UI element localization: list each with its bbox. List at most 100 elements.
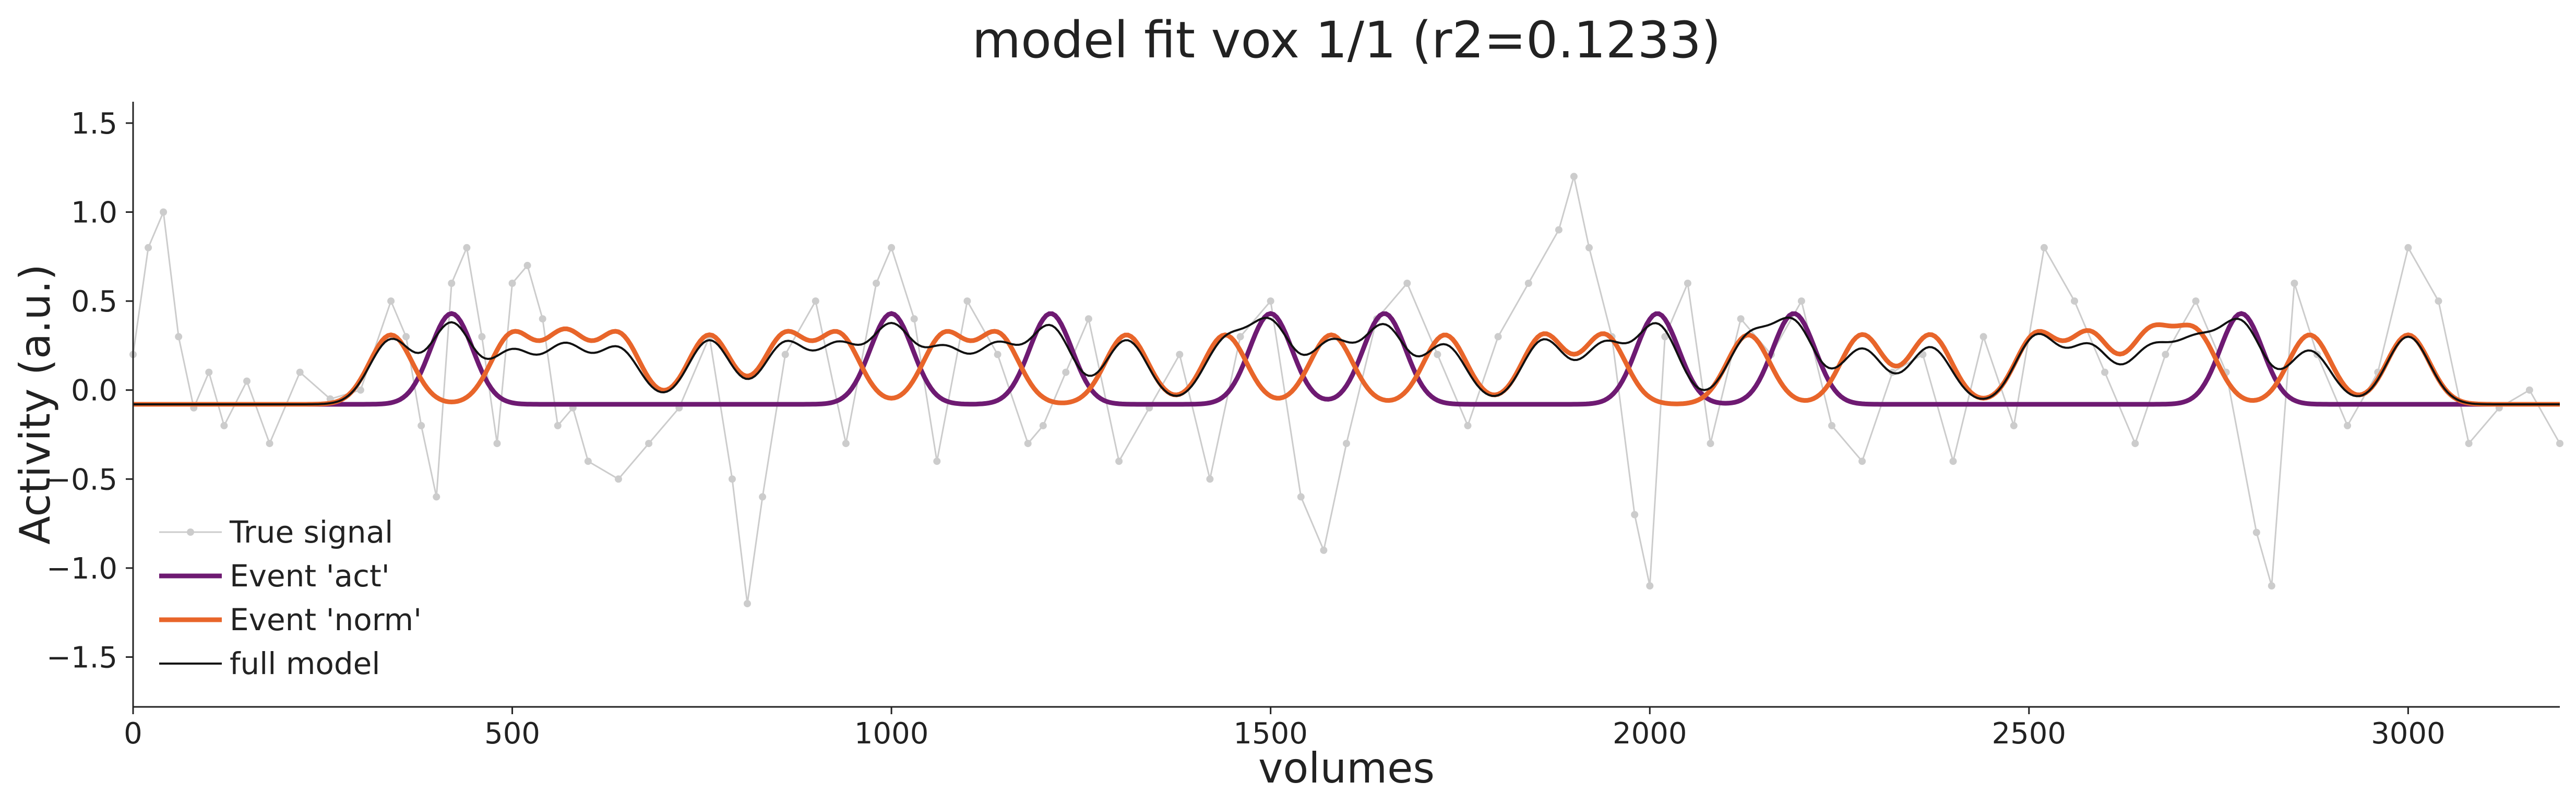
true-signal-point [2010,422,2018,429]
legend-label: full model [230,646,380,681]
true-signal-point [994,351,1001,358]
legend-marker [187,528,194,536]
true-signal-point [759,493,767,501]
y-tick-label: −1.5 [46,641,117,675]
true-signal-point [356,386,364,394]
true-signal-point [1320,546,1328,554]
x-tick-label: 1500 [1233,717,1308,751]
true-signal-point [1661,333,1669,341]
y-axis-label: Activity (a.u.) [11,264,59,545]
true-signal-point [1858,458,1866,465]
true-signal-point [2040,244,2048,251]
true-signal-point [1464,422,1472,429]
true-signal-point [478,333,486,341]
true-signal-point [508,280,516,287]
true-signal-point [1737,315,1745,323]
true-signal-point [2192,297,2200,305]
true-signal-point [175,333,183,341]
x-ticks: 0 500 1000 1500 2000 2500 3000 [124,707,2446,751]
true-signal-point [2101,368,2109,376]
true-signal-point [812,297,819,305]
true-signal-point [1236,333,1244,341]
true-signal-point [2268,582,2275,590]
true-signal-point [1585,244,1593,251]
true-signal-point [615,475,622,483]
legend: True signal Event 'act' Event 'norm' full m… [159,514,422,681]
true-signal-point [1707,440,1714,448]
true-signal-point [1949,458,1957,465]
true-signal-point [842,440,850,448]
true-signal-point [1039,422,1047,429]
true-signal-point [463,244,471,251]
true-signal-point [220,422,228,429]
x-tick-label: 1000 [854,717,929,751]
y-tick-label: 0.0 [71,374,117,408]
series-line-2 [133,322,2560,407]
true-signal-point [1555,226,1563,234]
true-signal-point [296,368,304,376]
true-signal-point [2162,351,2169,358]
true-signal-point [1062,368,1070,376]
true-signal-point [1797,297,1805,305]
true-signal-point [2252,528,2260,536]
true-signal-point [145,244,152,251]
true-signal-point [2291,280,2298,287]
true-signal-point [1084,315,1092,323]
true-signal-point [2344,422,2352,429]
legend-label: Event 'act' [230,558,390,594]
true-signal-point [1297,493,1305,501]
series-layer [129,173,2563,608]
true-signal-point [266,440,273,448]
y-tick-label: 0.5 [71,285,117,319]
true-signal-point [402,333,410,341]
true-signal-point [1570,173,1578,181]
y-ticks: −1.5 −1.0 −0.5 0.0 0.5 1.0 1.5 [46,107,133,675]
x-axis-label: volumes [1258,744,1435,792]
true-signal-point [910,315,918,323]
true-signal-point [933,458,941,465]
true-signal-point [873,280,880,287]
chart-title: model fit vox 1/1 (r2=0.1233) [972,11,1721,69]
true-signal-point [205,368,213,376]
true-signal-point [1646,582,1654,590]
true-signal-point [963,297,971,305]
true-signal-point [1267,297,1274,305]
true-signal-point [2435,297,2442,305]
true-signal-point [1343,440,1350,448]
true-signal-point [1403,280,1411,287]
true-signal-point [1684,280,1691,287]
true-signal-point [523,261,531,269]
y-tick-label: −0.5 [46,463,117,497]
true-signal-point [160,208,168,216]
true-signal-point [243,377,251,385]
series-true-signal-line [132,176,2561,604]
true-signal-point [645,440,653,448]
legend-label: True signal [229,514,393,550]
true-signal-point [387,297,395,305]
y-tick-label: 1.5 [71,107,117,141]
true-signal-point [2525,386,2533,394]
true-signal-point [1524,280,1532,287]
x-tick-label: 0 [124,717,142,751]
series-line-3 [133,316,2560,405]
true-signal-point [539,315,546,323]
true-signal-point [1434,351,1441,358]
true-signal-point [1494,333,1502,341]
true-signal-point [729,475,736,483]
true-signal-point [554,422,562,429]
true-signal-point [1024,440,1032,448]
true-signal-point [1979,333,1987,341]
x-tick-label: 2500 [1992,717,2067,751]
y-tick-label: 1.0 [71,196,117,230]
legend-label: Event 'norm' [230,602,422,637]
x-tick-label: 500 [484,717,540,751]
true-signal-point [584,458,592,465]
true-signal-point [448,280,456,287]
x-tick-label: 3000 [2371,717,2446,751]
true-signal-point [781,351,789,358]
true-signal-point [418,422,425,429]
true-signal-point [2404,244,2412,251]
true-signal-point [433,493,440,501]
y-tick-label: −1.0 [46,552,117,586]
